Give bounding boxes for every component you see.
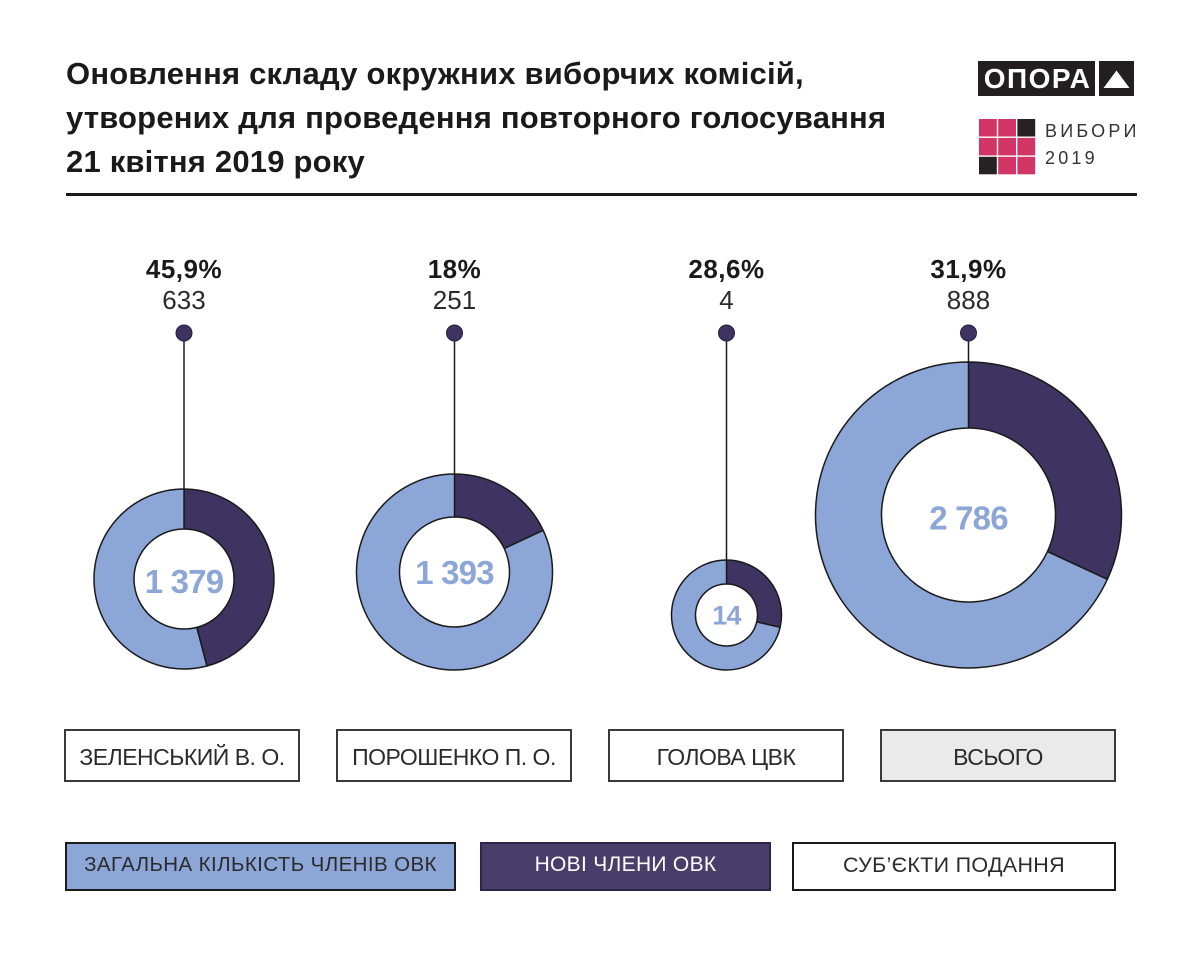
svg-text:45,9%: 45,9% [146, 254, 222, 284]
svg-text:28,6%: 28,6% [688, 254, 764, 284]
svg-text:2 786: 2 786 [929, 500, 1008, 537]
svg-text:4: 4 [719, 285, 733, 315]
svg-text:14: 14 [712, 601, 741, 631]
svg-text:18%: 18% [428, 254, 482, 284]
svg-text:1 393: 1 393 [415, 554, 494, 591]
svg-text:888: 888 [947, 285, 990, 315]
svg-text:1 379: 1 379 [145, 563, 224, 600]
svg-text:31,9%: 31,9% [930, 254, 1006, 284]
svg-text:633: 633 [162, 285, 205, 315]
svg-text:251: 251 [433, 285, 476, 315]
